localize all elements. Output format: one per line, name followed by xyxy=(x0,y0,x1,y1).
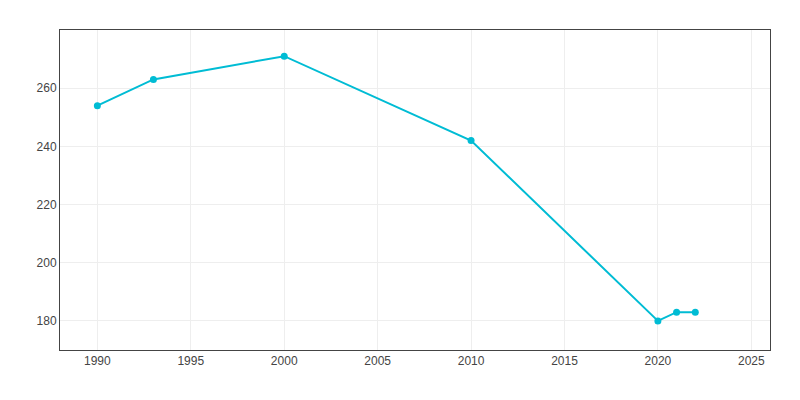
svg-text:2025: 2025 xyxy=(738,354,765,368)
svg-text:2010: 2010 xyxy=(458,354,485,368)
svg-text:2005: 2005 xyxy=(364,354,391,368)
svg-text:200: 200 xyxy=(37,256,57,270)
svg-text:1990: 1990 xyxy=(84,354,111,368)
svg-text:260: 260 xyxy=(37,81,57,95)
svg-text:1995: 1995 xyxy=(177,354,204,368)
svg-text:180: 180 xyxy=(37,314,57,328)
svg-text:2020: 2020 xyxy=(645,354,672,368)
svg-text:2015: 2015 xyxy=(551,354,578,368)
svg-text:240: 240 xyxy=(37,140,57,154)
svg-text:2000: 2000 xyxy=(271,354,298,368)
svg-text:220: 220 xyxy=(37,198,57,212)
